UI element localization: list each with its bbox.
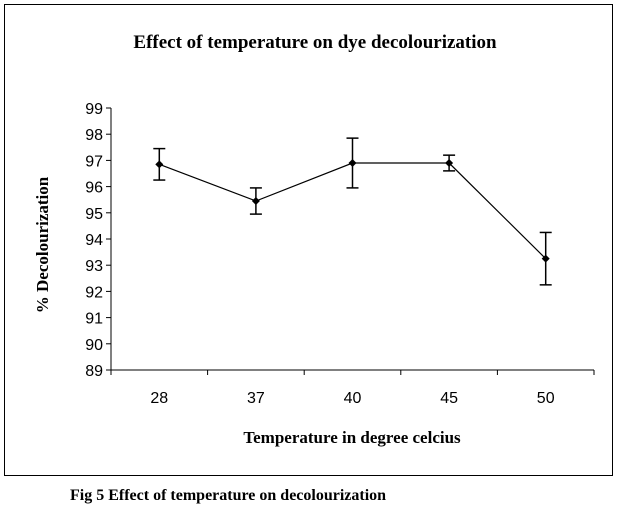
x-axis-label: Temperature in degree celcius [243,428,461,447]
y-tick-label: 90 [85,337,103,354]
y-tick-label: 99 [85,101,103,118]
data-point [541,254,550,263]
y-tick-label: 95 [85,206,103,223]
data-point [251,197,260,206]
y-tick-label: 97 [85,153,103,170]
y-tick-label: 94 [85,232,103,249]
y-tick-label: 92 [85,284,103,301]
y-tick-label: 98 [85,127,103,144]
data-point [348,159,357,168]
x-tick-label: 37 [247,390,265,407]
plot-area: 89 90 91 92 93 94 95 96 97 98 99 28 37 40 45 50 [85,101,595,407]
x-tick-label: 28 [150,390,168,407]
chart-title: Effect of temperature on dye decolouriza… [133,32,497,53]
x-tick-label: 40 [344,390,362,407]
y-tick-label: 93 [85,258,103,275]
x-tick-label: 50 [537,390,555,407]
chart-frame [4,4,613,476]
y-tick-label: 96 [85,180,103,197]
x-tick-label: 45 [440,390,458,407]
figure-caption: Fig 5 Effect of temperature on decolouri… [70,487,387,504]
y-tick-label: 89 [85,363,103,380]
y-axis-label: % Decolourization [33,176,52,313]
data-point [445,159,454,168]
chart: Effect of temperature on dye decolouriza… [33,32,595,447]
y-tick-label: 91 [85,311,103,328]
data-point [155,160,164,169]
